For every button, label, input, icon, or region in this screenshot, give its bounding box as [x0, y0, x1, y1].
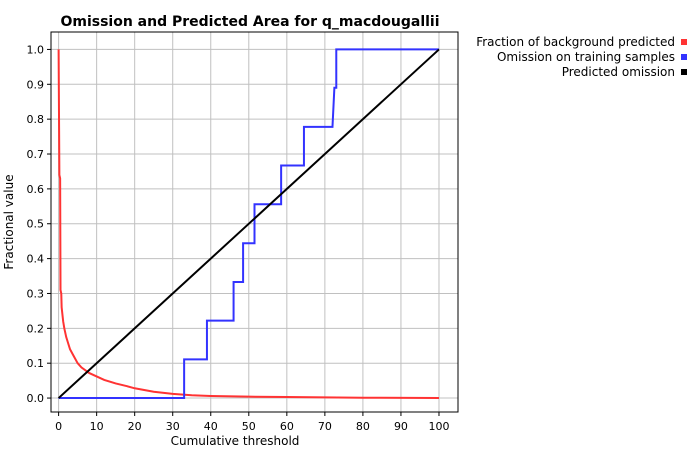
y-tick-label: 0.8	[27, 113, 45, 126]
plot-area	[50, 31, 459, 413]
x-axis-ticks: 0 10 20 30 40 50 60 70 80 90 100	[55, 412, 449, 433]
y-tick-label: 0.9	[27, 78, 45, 91]
legend-swatch-predicted-omission	[681, 69, 687, 75]
legend-swatch-fraction-of-background-predicted	[681, 39, 687, 45]
series-line-omission-on-training-samples	[58, 48, 439, 400]
grid-lines	[51, 32, 458, 412]
x-tick-label: 30	[166, 420, 180, 433]
y-tick-label: 0.5	[27, 218, 45, 231]
y-tick-label: 0.2	[27, 322, 45, 335]
y-axis-ticks: 0.0 0.1 0.2 0.3 0.4 0.5 0.6 0.7 0.8 0.9 1.0	[27, 43, 51, 405]
series-line-fraction-of-background-predicted	[57, 49, 439, 400]
plot-frame	[50, 31, 459, 413]
x-axis-label: Cumulative threshold	[171, 434, 300, 448]
x-tick-label: 60	[280, 420, 294, 433]
legend-label-fraction-of-background-predicted: Fraction of background predicted	[476, 35, 675, 49]
x-tick-label: 10	[90, 420, 104, 433]
x-tick-label: 20	[128, 420, 142, 433]
x-tick-label: 40	[204, 420, 218, 433]
legend-label-predicted-omission: Predicted omission	[562, 65, 675, 79]
y-tick-label: 0.4	[27, 253, 45, 266]
x-tick-label: 70	[318, 420, 332, 433]
series-layer	[57, 48, 440, 400]
y-axis-label: Fractional value	[2, 174, 16, 269]
y-tick-label: 0.3	[27, 287, 45, 300]
legend-label-omission-on-training-samples: Omission on training samples	[497, 50, 675, 64]
x-tick-label: 0	[55, 420, 62, 433]
legend: Fraction of background predictedOmission…	[476, 35, 687, 79]
y-tick-label: 1.0	[27, 43, 45, 56]
x-tick-label: 100	[428, 420, 449, 433]
y-tick-label: 0.0	[27, 392, 45, 405]
chart-title: Omission and Predicted Area for q_macdou…	[60, 14, 439, 30]
y-tick-label: 0.6	[27, 183, 45, 196]
series-line-predicted-omission	[57, 48, 440, 399]
x-tick-label: 50	[242, 420, 256, 433]
y-tick-label: 0.7	[27, 148, 45, 161]
x-tick-label: 90	[394, 420, 408, 433]
legend-swatch-omission-on-training-samples	[681, 54, 687, 60]
x-tick-label: 80	[356, 420, 370, 433]
y-tick-label: 0.1	[27, 357, 45, 370]
